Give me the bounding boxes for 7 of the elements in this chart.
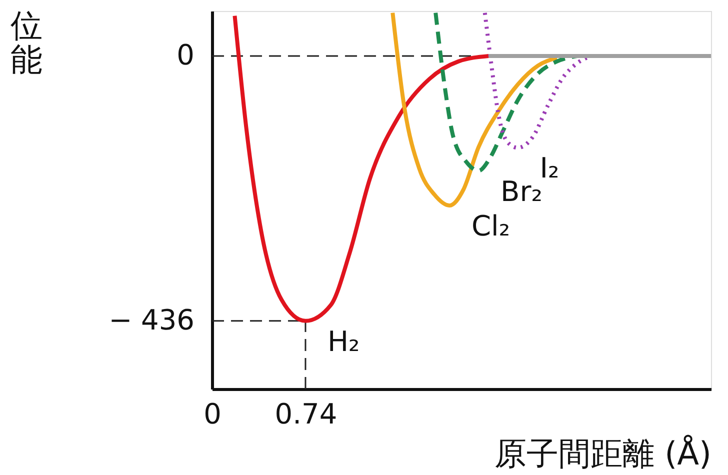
- series-label: H₂: [327, 324, 360, 358]
- y-axis-title: 位能: [10, 6, 42, 78]
- line-series: [390, 10, 559, 208]
- x-tick-label: 0.74: [274, 398, 338, 430]
- series-label: Cl₂: [472, 209, 510, 242]
- y-tick-label: − 436: [108, 303, 194, 336]
- x-axis-title: 原子間距離 (Å): [494, 434, 712, 472]
